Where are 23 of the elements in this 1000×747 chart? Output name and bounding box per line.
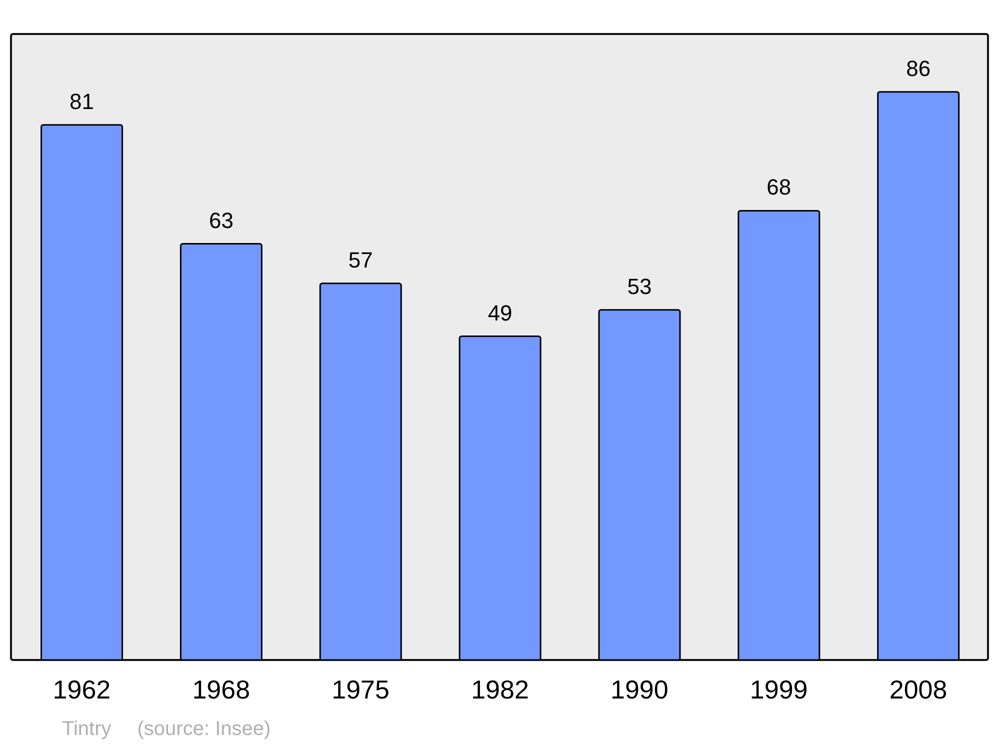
data-label: 49 [488,300,512,326]
text: Tintry [62,718,112,740]
x-tick-label: 1968 [192,674,250,704]
x-tick-label: 1962 [52,674,111,704]
bar [738,210,820,660]
bar [319,282,402,660]
x-tick-label: 1999 [750,674,808,704]
data-label: 57 [348,247,373,272]
x-tick-label: 2008 [889,674,948,704]
bar [458,336,542,660]
data-label: 63 [208,208,234,233]
text: (source: Insee) [137,718,271,740]
bar [598,309,681,660]
x-tick-label: 1975 [332,674,390,704]
x-tick-label: 1990 [610,674,668,704]
bar [877,91,960,660]
data-label: 53 [627,274,652,299]
bar [40,124,124,660]
x-tick-label: 1982 [471,674,529,704]
bar [180,243,262,660]
data-label: 86 [906,56,931,81]
data-label: 68 [766,174,792,200]
data-label: 81 [70,88,94,114]
